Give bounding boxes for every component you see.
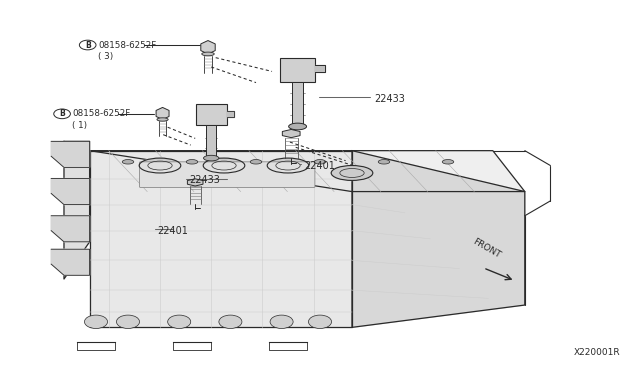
- Polygon shape: [201, 41, 215, 54]
- Bar: [292, 82, 303, 126]
- Polygon shape: [282, 129, 300, 138]
- FancyBboxPatch shape: [140, 162, 315, 187]
- Text: 22401: 22401: [157, 226, 188, 235]
- Ellipse shape: [314, 160, 326, 164]
- Ellipse shape: [202, 52, 214, 56]
- Polygon shape: [227, 111, 234, 117]
- Circle shape: [116, 315, 140, 328]
- Circle shape: [168, 315, 191, 328]
- Ellipse shape: [204, 158, 245, 173]
- Ellipse shape: [268, 158, 309, 173]
- Ellipse shape: [122, 160, 134, 164]
- Ellipse shape: [250, 160, 262, 164]
- Text: ( 3): ( 3): [98, 52, 113, 61]
- Polygon shape: [156, 108, 169, 119]
- Circle shape: [84, 315, 108, 328]
- Ellipse shape: [186, 160, 198, 164]
- FancyBboxPatch shape: [280, 58, 315, 82]
- FancyBboxPatch shape: [196, 104, 227, 125]
- Polygon shape: [51, 249, 90, 275]
- Ellipse shape: [289, 123, 307, 130]
- Text: FRONT: FRONT: [471, 237, 502, 260]
- Polygon shape: [352, 151, 525, 327]
- Ellipse shape: [157, 118, 168, 121]
- Ellipse shape: [378, 160, 390, 164]
- Text: 08158-6252F: 08158-6252F: [72, 109, 131, 118]
- Text: 22401: 22401: [304, 161, 335, 170]
- Text: B: B: [85, 41, 90, 49]
- Text: 22433: 22433: [374, 94, 405, 103]
- Polygon shape: [64, 141, 90, 279]
- Polygon shape: [51, 179, 90, 205]
- Ellipse shape: [140, 158, 181, 173]
- Text: 22433: 22433: [189, 176, 220, 185]
- Polygon shape: [51, 141, 90, 167]
- Text: ( 1): ( 1): [72, 121, 88, 130]
- Polygon shape: [315, 65, 324, 72]
- Text: X220001R: X220001R: [574, 348, 621, 357]
- Circle shape: [308, 315, 332, 328]
- Polygon shape: [90, 151, 352, 327]
- Polygon shape: [51, 216, 90, 242]
- Ellipse shape: [204, 155, 219, 161]
- Polygon shape: [90, 151, 525, 192]
- Circle shape: [219, 315, 242, 328]
- Circle shape: [270, 315, 293, 328]
- Ellipse shape: [332, 166, 372, 180]
- Ellipse shape: [442, 160, 454, 164]
- Text: B: B: [60, 109, 65, 118]
- Bar: [206, 125, 216, 158]
- Text: 08158-6252F: 08158-6252F: [98, 41, 156, 49]
- Polygon shape: [188, 179, 203, 186]
